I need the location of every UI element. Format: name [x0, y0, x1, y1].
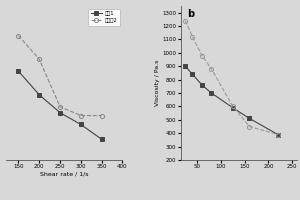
Y-axis label: Viscosity / Pa.s: Viscosity / Pa.s: [155, 60, 160, 106]
X-axis label: Shear rate / 1/s: Shear rate / 1/s: [40, 172, 88, 177]
Text: b: b: [188, 9, 195, 19]
Legend: 实例1, 对比例2: 实例1, 对比例2: [88, 9, 120, 26]
